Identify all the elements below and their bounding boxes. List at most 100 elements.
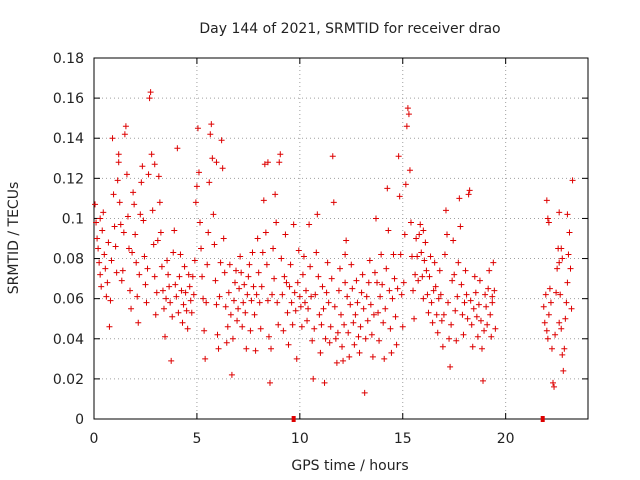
data-point	[344, 293, 351, 300]
data-point	[322, 335, 329, 342]
data-point	[564, 279, 571, 286]
data-point	[541, 319, 548, 326]
data-point	[277, 151, 284, 158]
data-point	[177, 251, 184, 258]
data-point	[184, 325, 191, 332]
data-point	[295, 247, 302, 254]
data-point	[467, 297, 474, 304]
data-point	[216, 293, 223, 300]
data-point	[245, 273, 252, 280]
data-point	[420, 295, 427, 302]
x-tick-label: 10	[291, 431, 309, 447]
data-point	[95, 245, 102, 252]
data-point	[446, 335, 453, 342]
data-point	[332, 335, 339, 342]
data-point	[193, 183, 200, 190]
missing-data-markers	[291, 416, 545, 422]
data-point	[203, 299, 210, 306]
data-point	[451, 271, 458, 278]
data-point	[257, 325, 264, 332]
data-point	[405, 111, 412, 118]
data-point	[341, 321, 348, 328]
data-point	[214, 331, 221, 338]
data-point	[144, 265, 151, 272]
data-point	[411, 315, 418, 322]
data-point	[113, 269, 120, 276]
data-point	[399, 323, 406, 330]
data-point	[358, 289, 365, 296]
data-point	[242, 309, 249, 316]
x-tick-label: 20	[497, 431, 515, 447]
data-point	[149, 207, 156, 214]
data-point	[183, 307, 190, 314]
data-point	[186, 283, 193, 290]
data-point	[568, 305, 575, 312]
data-point	[172, 281, 179, 288]
data-point	[157, 229, 164, 236]
x-tick-label: 5	[192, 431, 201, 447]
grid-lines	[94, 58, 588, 419]
data-point	[158, 263, 165, 270]
data-point	[436, 267, 443, 274]
data-point	[395, 153, 402, 160]
data-point	[553, 289, 560, 296]
data-point	[490, 259, 497, 266]
y-tick-label: 0.04	[53, 332, 84, 348]
data-point	[350, 319, 357, 326]
axis-tick-labels: 0 5 10 15 20 0 0.02 0.04 0.06 0.08 0.1 0.12 0.14 0.16…	[53, 51, 515, 447]
data-point	[256, 299, 263, 306]
data-point	[299, 271, 306, 278]
data-point	[487, 311, 494, 318]
data-point	[415, 277, 422, 284]
data-point	[444, 231, 451, 238]
data-point	[110, 191, 117, 198]
data-point	[258, 283, 265, 290]
data-point	[297, 303, 304, 310]
data-point	[206, 179, 213, 186]
data-point	[420, 227, 427, 234]
data-point	[390, 251, 397, 258]
data-point	[543, 197, 550, 204]
data-point	[389, 295, 396, 302]
data-point	[268, 345, 275, 352]
data-point	[445, 299, 452, 306]
data-point	[114, 177, 121, 184]
data-point	[460, 331, 467, 338]
data-point	[454, 293, 461, 300]
data-point	[204, 261, 211, 268]
data-point	[369, 353, 376, 360]
data-point	[93, 219, 100, 226]
data-point	[316, 311, 323, 318]
data-point	[545, 311, 552, 318]
missing-data-marker	[540, 416, 545, 422]
data-point	[449, 277, 456, 284]
data-point	[140, 217, 147, 224]
data-point	[202, 355, 209, 362]
data-point	[558, 245, 565, 252]
data-point	[180, 301, 187, 308]
data-point	[556, 319, 563, 326]
data-point	[489, 293, 496, 300]
data-point	[559, 351, 566, 358]
data-point	[563, 299, 570, 306]
data-point	[431, 259, 438, 266]
data-point	[310, 375, 317, 382]
data-point	[135, 319, 142, 326]
data-point	[394, 285, 401, 292]
data-point	[201, 327, 208, 334]
data-point	[179, 319, 186, 326]
data-point	[368, 331, 375, 338]
data-point	[433, 311, 440, 318]
data-point	[464, 315, 471, 322]
data-point	[335, 287, 342, 294]
data-point	[151, 161, 158, 168]
data-point	[167, 299, 174, 306]
y-tick-label: 0.02	[53, 372, 84, 388]
data-point	[560, 367, 567, 374]
data-point	[147, 89, 154, 96]
data-point	[294, 279, 301, 286]
data-point	[468, 321, 475, 328]
data-point	[286, 283, 293, 290]
plot-frame	[93, 57, 589, 420]
data-point	[237, 253, 244, 260]
